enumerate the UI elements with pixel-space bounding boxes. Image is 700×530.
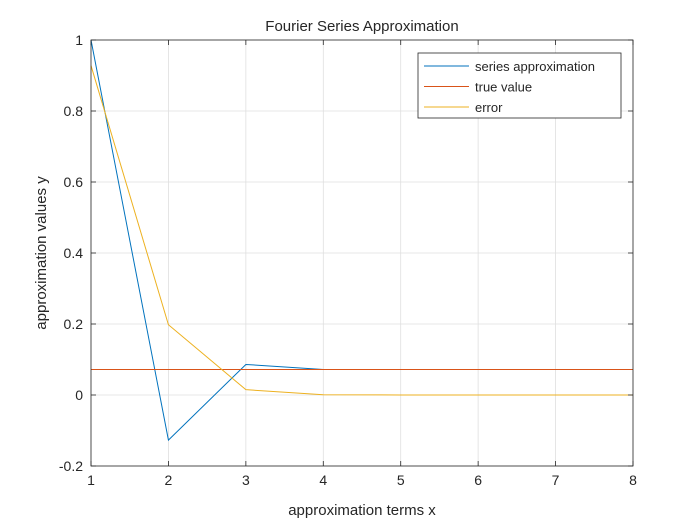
- y-tick-label: 0.2: [64, 316, 84, 332]
- legend-label-error: error: [475, 100, 503, 115]
- x-tick-label: 1: [87, 472, 95, 488]
- legend-label-series-approximation: series approximation: [475, 59, 595, 74]
- chart-title: Fourier Series Approximation: [265, 18, 458, 35]
- legend-label-true-value: true value: [475, 80, 532, 95]
- x-tick-label: 6: [474, 472, 482, 488]
- x-tick-label: 3: [242, 472, 250, 488]
- x-tick-label: 5: [397, 472, 405, 488]
- ticks: 1 2 3 4 5 6 7 8 -0.2 0 0.2 0.4 0.6 0.8 1: [59, 32, 637, 488]
- y-axis-label: approximation values y: [33, 176, 50, 330]
- x-tick-label: 8: [629, 472, 637, 488]
- y-tick-label: 0: [75, 387, 83, 403]
- x-axis-label: approximation terms x: [288, 502, 436, 519]
- y-tick-label: 0.8: [64, 103, 84, 119]
- series-line-error: [90, 65, 633, 396]
- y-tick-label: 1: [75, 32, 83, 48]
- y-tick-label: 0.4: [64, 245, 84, 261]
- series-layer: [90, 39, 633, 442]
- x-tick-label: 2: [165, 472, 173, 488]
- y-tick-label: 0.6: [64, 174, 84, 190]
- legend: series approximation true value error: [417, 52, 622, 119]
- x-tick-label: 4: [319, 472, 327, 488]
- x-tick-label: 7: [552, 472, 560, 488]
- y-tick-label: -0.2: [59, 458, 83, 474]
